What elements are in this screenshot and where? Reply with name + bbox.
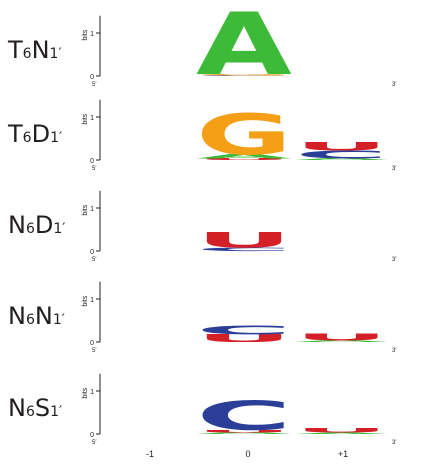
y-axis-label: bits: [82, 29, 89, 40]
logo-letter-u: U: [295, 140, 388, 154]
panel-label-part: 1′: [53, 221, 65, 237]
logo-letter-a: A: [196, 153, 292, 160]
panel-label-part: 6: [23, 46, 32, 62]
three-prime-label: 3′: [392, 440, 397, 446]
y-tick-label: 0: [90, 432, 94, 439]
five-prime-label: 5′: [92, 166, 97, 172]
panel-label: N6N1′: [8, 302, 65, 330]
logo-letter-g: G: [196, 102, 292, 167]
panel-label-part: N: [32, 36, 50, 64]
panel-label-part: T: [7, 120, 23, 148]
logo-letter-u: U: [295, 427, 388, 434]
panel-label-part: D: [32, 120, 50, 148]
five-prime-label: 5′: [92, 257, 97, 263]
logo-letter-c: C: [196, 392, 292, 439]
panel-label-part: N: [8, 211, 26, 239]
three-prime-label: 3′: [392, 257, 397, 263]
position-axis: -1 0 +1: [146, 449, 348, 459]
logo-letter-c: C: [295, 149, 388, 161]
y-axis-label: bits: [82, 204, 89, 215]
y-tick-label: 1: [90, 206, 94, 213]
position-label-minus1: -1: [146, 449, 154, 459]
panel-label-part: 1′: [50, 404, 62, 420]
five-prime-label: 5′: [92, 440, 97, 446]
panel-label-part: 6: [26, 312, 35, 328]
panel-label-part: 6: [26, 404, 35, 420]
y-axis-label: bits: [82, 113, 89, 124]
y-axis-label: bits: [82, 295, 89, 306]
y-tick-label: 0: [90, 249, 94, 256]
y-tick-label: 0: [90, 340, 94, 347]
logo-letter-u: U: [295, 332, 388, 343]
panel-label-part: S: [35, 394, 50, 422]
panel-label: T6N1′: [7, 36, 62, 64]
y-tick-label: 1: [90, 115, 94, 122]
logo-letter-a: A: [196, 432, 292, 435]
panel-label: T6D1′: [7, 120, 62, 148]
panel-label-part: 1′: [50, 130, 62, 146]
logo-letter-a: A: [295, 340, 388, 343]
panel-label-part: N: [8, 394, 26, 422]
panel-label-part: D: [35, 211, 53, 239]
logo-letter-g: G: [196, 74, 292, 76]
y-axis-label: bits: [82, 387, 89, 398]
y-tick-label: 0: [90, 158, 94, 165]
panel-label-part: N: [35, 302, 53, 330]
logo-letter-c: C: [196, 75, 292, 76]
panel-label-part: 6: [23, 130, 32, 146]
five-prime-label: 5′: [92, 348, 97, 354]
panel-label-part: 6: [26, 221, 35, 237]
logo-letter-a: A: [295, 432, 388, 434]
logo-letter-a: A: [295, 158, 388, 161]
logo-letter-u: U: [196, 332, 292, 344]
logo-letter-u: U: [196, 429, 292, 433]
logo-letter-c: C: [196, 247, 292, 252]
five-prime-label: 5′: [92, 82, 97, 88]
y-tick-label: 1: [90, 389, 94, 396]
logo-letter-a: A: [196, 0, 292, 95]
panel-label-part: 1′: [50, 46, 62, 62]
logo-letter-u: U: [196, 228, 292, 253]
panel-label-part: N: [8, 302, 26, 330]
y-tick-label: 1: [90, 297, 94, 304]
y-tick-label: 1: [90, 31, 94, 38]
logo-letter-u: U: [196, 158, 292, 161]
position-label-0: 0: [245, 449, 250, 459]
position-label-plus1: +1: [338, 449, 348, 459]
three-prime-label: 3′: [392, 166, 397, 172]
panel-label: N6D1′: [8, 211, 65, 239]
y-tick-label: 0: [90, 74, 94, 81]
three-prime-label: 3′: [392, 348, 397, 354]
three-prime-label: 3′: [392, 82, 397, 88]
panel-label: N6S1′: [8, 394, 62, 422]
logo-letter-c: C: [196, 323, 292, 337]
panel-label-part: 1′: [53, 312, 65, 328]
panel-label-part: T: [7, 36, 23, 64]
